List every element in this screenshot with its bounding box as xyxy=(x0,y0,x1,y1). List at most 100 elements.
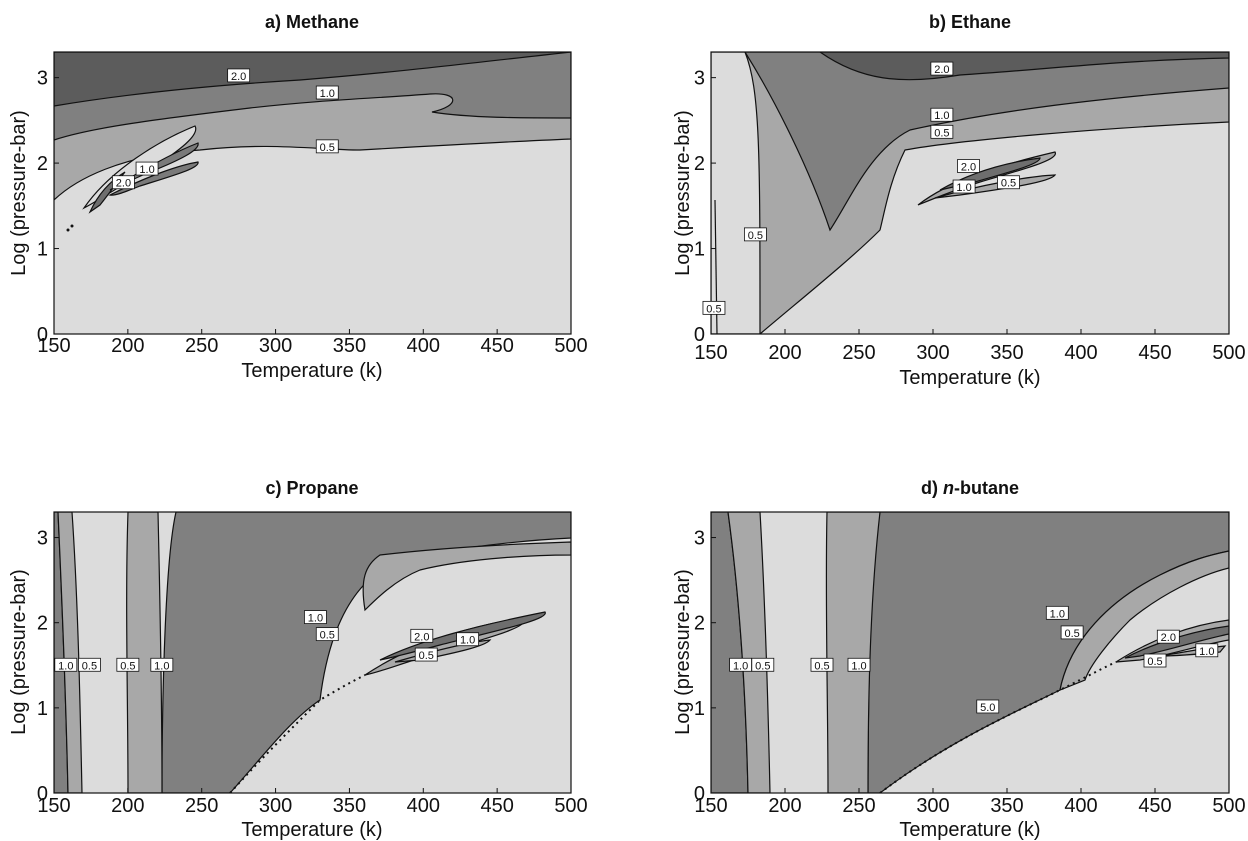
contour-label: 0.5 xyxy=(706,303,721,315)
x-tick-label: 150 xyxy=(694,342,727,364)
contour-label-box xyxy=(1045,605,1069,620)
y-tick-label: 3 xyxy=(37,528,48,550)
contour-label-box xyxy=(976,699,1000,714)
panel-d-xlabel: Temperature (k) xyxy=(899,819,1040,841)
contour-label-box xyxy=(930,124,954,139)
panel-c-contours xyxy=(54,512,571,793)
y-tick-label: 2 xyxy=(694,613,705,635)
panel-c-frame xyxy=(53,511,572,794)
x-tick-label: 450 xyxy=(1138,342,1171,364)
contour-label-box xyxy=(150,657,174,672)
contour-label-box xyxy=(744,227,767,242)
panel-d-title-italic: n xyxy=(943,478,954,498)
x-tick-label: 200 xyxy=(768,342,801,364)
x-tick-label: 400 xyxy=(1064,342,1097,364)
contour-label-box xyxy=(112,175,135,190)
y-tick-label: 1 xyxy=(694,239,705,261)
panel-a-title: a) Methane xyxy=(265,12,359,32)
x-tick-label: 450 xyxy=(480,335,513,357)
x-tick-label: 300 xyxy=(259,795,292,817)
contour-label: 0.5 xyxy=(934,127,949,139)
panel-d-title: d) n-butane xyxy=(921,478,1019,498)
contour-label: 1.0 xyxy=(154,660,169,672)
x-tick-label: 200 xyxy=(111,795,144,817)
panel-b-xlabel: Temperature (k) xyxy=(899,367,1040,389)
region-1.0b xyxy=(744,52,1229,232)
contour-label-box xyxy=(952,179,976,194)
x-tick-label: 250 xyxy=(842,795,875,817)
panel-d-ticks: 150 200 250 300 350 400 450 500 0 1 2 3 xyxy=(694,528,1246,817)
contour-label-box xyxy=(135,161,159,176)
contour-label-box xyxy=(957,159,980,173)
contour-label: 1.0 xyxy=(139,164,154,176)
x-tick-label: 250 xyxy=(185,795,218,817)
contour-label-box xyxy=(116,657,140,672)
panel-c-ylabel: Log (pressure-bar) xyxy=(8,569,30,735)
region-2.0 xyxy=(54,52,571,107)
contour-label: 1.0 xyxy=(934,110,949,122)
panel-d-frame xyxy=(710,511,1230,794)
x-tick-label: 400 xyxy=(1064,795,1097,817)
y-tick-label: 1 xyxy=(37,698,48,720)
contour-label-box xyxy=(304,610,327,624)
contour-label: 1.0 xyxy=(320,88,335,100)
contour-label: 1.0 xyxy=(460,635,475,647)
contour-label-box xyxy=(315,627,339,642)
x-tick-label: 350 xyxy=(333,335,366,357)
panel-ethane: b) Ethane 2.01.00.52.01.0 0.50.50.5 150 20… xyxy=(672,12,1246,389)
region-1.0 xyxy=(711,52,761,334)
y-tick-label: 2 xyxy=(37,153,48,175)
contour-label: 2.0 xyxy=(961,162,976,174)
y-tick-label: 2 xyxy=(37,613,48,635)
y-tick-label: 0 xyxy=(37,783,48,805)
contour-label: 0.5 xyxy=(320,142,335,154)
x-tick-label: 450 xyxy=(480,795,513,817)
x-tick-label: 450 xyxy=(1138,795,1171,817)
band-left-0.5 xyxy=(57,512,83,793)
x-tick-label: 500 xyxy=(1212,795,1245,817)
contour-label: 2.0 xyxy=(934,64,949,76)
contour-label-box xyxy=(315,139,339,154)
y-tick-label: 0 xyxy=(694,324,705,346)
y-tick-label: 1 xyxy=(694,698,705,720)
contour-label: 0.5 xyxy=(748,230,763,242)
contour-label: 1.0 xyxy=(308,613,323,625)
contour-label: 0.5 xyxy=(1064,628,1079,640)
contour-label-box xyxy=(930,107,954,122)
x-tick-label: 150 xyxy=(37,795,70,817)
panel-d-ylabel: Log (pressure-bar) xyxy=(672,569,694,735)
panel-a-ylabel: Log (pressure-bar) xyxy=(8,110,30,276)
panel-b-ticks: 150 200 250 300 350 400 450 500 0 1 2 3 xyxy=(694,68,1246,364)
contour-label: 0.5 xyxy=(1147,656,1162,668)
contour-label-box xyxy=(456,632,480,647)
panel-a-xlabel: Temperature (k) xyxy=(241,360,382,382)
y-tick-label: 1 xyxy=(37,239,48,261)
contour-label-box xyxy=(54,657,78,672)
panel-c-contour-labels: 1.0 0.5 0.5 1.0 1.0 0.5 2.0 1.0 0.5 xyxy=(54,610,480,672)
contour-label-box xyxy=(751,657,775,672)
x-tick-label: 350 xyxy=(990,795,1023,817)
panel-a-ticks: 150 200 250 300 350 400 450 500 0 1 2 3 xyxy=(37,68,588,357)
contour-label-box xyxy=(847,657,871,672)
x-tick-label: 150 xyxy=(37,335,70,357)
contour-label: 0.5 xyxy=(814,660,829,672)
x-tick-label: 250 xyxy=(842,342,875,364)
contour-label: 2.0 xyxy=(414,631,429,643)
contour-label: 0.5 xyxy=(1001,178,1016,190)
band-0.5 xyxy=(362,541,571,612)
x-tick-label: 400 xyxy=(407,795,440,817)
x-tick-label: 200 xyxy=(111,335,144,357)
contour-label-box xyxy=(702,300,726,315)
contour-label: 1.0 xyxy=(1050,608,1065,620)
y-tick-label: 0 xyxy=(37,324,48,346)
panel-d-title-prefix: d) xyxy=(921,478,943,498)
band-mid xyxy=(825,512,881,793)
contour-label-box xyxy=(227,68,251,83)
panel-c-ticks: 150 200 250 300 350 400 450 500 0 1 2 3 xyxy=(37,528,588,817)
contour-label: 0.5 xyxy=(320,630,335,642)
contour-label-box xyxy=(78,657,101,672)
panel-d-contour-labels: 1.0 0.5 0.5 1.0 1.0 0.5 2.0 1.0 0.5 5.0 xyxy=(729,605,1219,714)
contour-label: 2.0 xyxy=(1161,632,1176,644)
region-2.0 xyxy=(818,52,1229,81)
x-tick-label: 300 xyxy=(916,795,949,817)
